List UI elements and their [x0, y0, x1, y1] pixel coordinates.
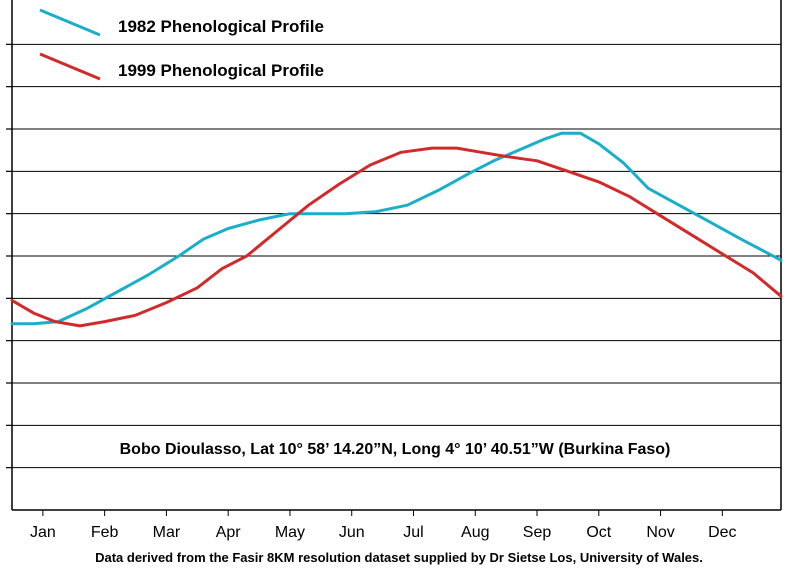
data-source-caption: Data derived from the Fasir 8KM resoluti… — [95, 550, 703, 565]
legend-label-2: 1999 Phenological Profile — [118, 61, 324, 80]
x-tick-label: Oct — [586, 524, 611, 541]
axes — [11, 0, 782, 511]
legend-swatch-1 — [39, 8, 101, 37]
x-tick-label: Jun — [339, 524, 365, 541]
location-annotation: Bobo Dioulasso, Lat 10° 58’ 14.20”N, Lon… — [120, 441, 671, 458]
legend-swatch-2 — [39, 52, 101, 81]
legend: 1982 Phenological Profile 1999 Phenologic… — [39, 8, 324, 81]
x-tick-label: Sep — [523, 524, 552, 541]
x-tick-label: Jul — [403, 524, 423, 541]
x-axis-ticks: Jan Feb Mar Apr May Jun Jul Aug Sep Oct Nov Dec — [30, 510, 737, 541]
x-tick-label: Nov — [646, 524, 674, 541]
series-line-2 — [10, 146, 783, 328]
x-tick-label: May — [275, 524, 305, 541]
x-tick-label: Aug — [461, 524, 489, 541]
x-tick-label: Mar — [153, 524, 181, 541]
x-tick-label: Apr — [216, 524, 242, 541]
x-tick-label: Feb — [91, 524, 119, 541]
gridlines — [6, 43, 781, 469]
series-lines — [10, 131, 783, 328]
x-tick-label: Jan — [30, 524, 56, 541]
legend-label-1: 1982 Phenological Profile — [118, 17, 324, 36]
x-tick-label: Dec — [708, 524, 736, 541]
series-line-1 — [10, 131, 783, 326]
